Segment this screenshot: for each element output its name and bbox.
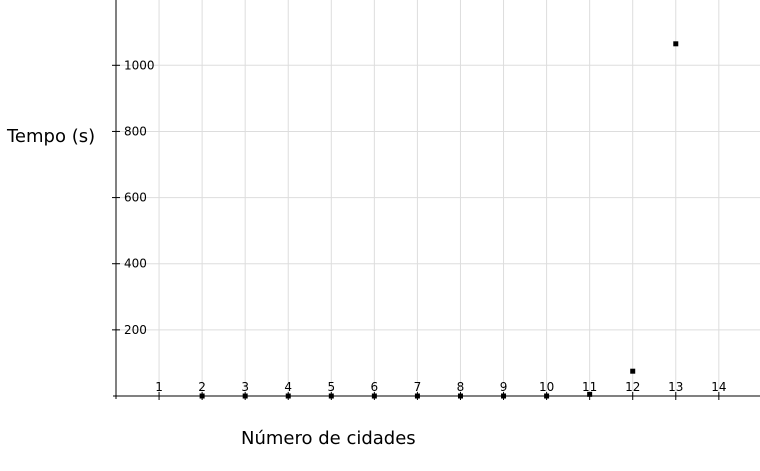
x-tick-label: 14 — [711, 380, 726, 394]
x-tick-label: 8 — [457, 380, 465, 394]
data-point — [501, 393, 507, 399]
x-tick-label: 11 — [582, 380, 597, 394]
x-tick-label: 12 — [625, 380, 640, 394]
x-tick-label: 1 — [155, 380, 163, 394]
data-point — [544, 393, 550, 399]
data-point — [414, 393, 420, 399]
y-tick-label: 200 — [124, 323, 147, 337]
data-point — [285, 393, 291, 399]
x-tick-label: 6 — [371, 380, 379, 394]
x-tick-label: 4 — [284, 380, 292, 394]
data-point — [673, 41, 679, 47]
data-point — [328, 393, 334, 399]
x-tick-label: 5 — [327, 380, 335, 394]
y-axis-label: Tempo (s) — [7, 126, 96, 147]
x-tick-label: 2 — [198, 380, 206, 394]
data-point — [630, 368, 636, 374]
y-tick-label: 800 — [124, 124, 147, 138]
data-point — [457, 393, 463, 399]
y-tick-label: 400 — [124, 257, 147, 271]
y-tick-label: 600 — [124, 191, 147, 205]
data-point — [199, 393, 205, 399]
x-tick-label: 13 — [668, 380, 683, 394]
x-axis-label: Número de cidades — [241, 428, 416, 449]
y-tick-label: 1000 — [124, 58, 155, 72]
data-point — [371, 393, 377, 399]
x-tick-label: 7 — [414, 380, 422, 394]
data-point — [587, 391, 593, 397]
data-point — [242, 393, 248, 399]
x-tick-label: 9 — [500, 380, 508, 394]
x-tick-label: 3 — [241, 380, 249, 394]
x-tick-label: 10 — [539, 380, 554, 394]
